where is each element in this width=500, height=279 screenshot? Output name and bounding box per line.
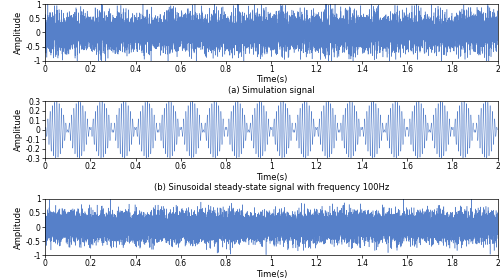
Text: (a) Simulation signal: (a) Simulation signal [228,86,314,95]
X-axis label: Time(s): Time(s) [256,270,287,279]
Text: (b) Sinusoidal steady-state signal with frequency 100Hz: (b) Sinusoidal steady-state signal with … [154,183,389,192]
Y-axis label: Amplitude: Amplitude [14,108,23,151]
Y-axis label: Amplitude: Amplitude [14,205,23,249]
X-axis label: Time(s): Time(s) [256,173,287,182]
Y-axis label: Amplitude: Amplitude [14,11,23,54]
X-axis label: Time(s): Time(s) [256,75,287,84]
